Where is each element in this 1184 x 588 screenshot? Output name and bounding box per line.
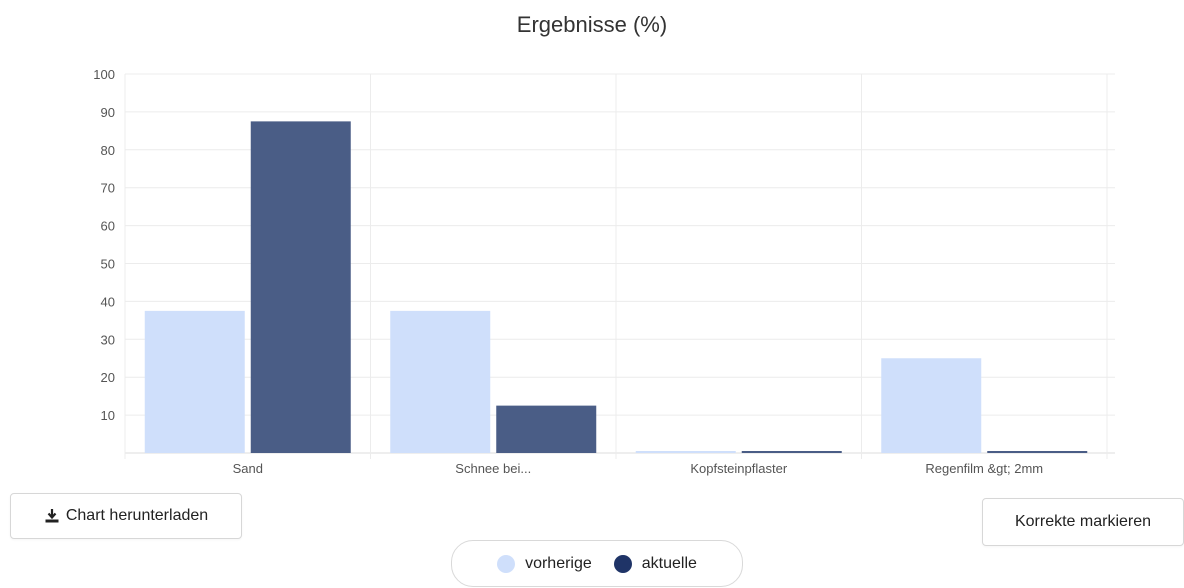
bar-current-3[interactable] bbox=[987, 451, 1088, 453]
y-tick-label: 80 bbox=[101, 143, 115, 158]
legend-label-current: aktuelle bbox=[641, 554, 697, 572]
mark-correct-button[interactable]: Korrekte markieren bbox=[982, 498, 1184, 546]
x-tick-label: Sand bbox=[233, 461, 263, 476]
chart-title: Ergebnisse (%) bbox=[516, 12, 668, 37]
bar-current-0[interactable] bbox=[250, 121, 351, 453]
download-icon bbox=[45, 509, 59, 523]
x-tick-label: Schnee bei... bbox=[455, 461, 531, 476]
bar-current-1[interactable] bbox=[496, 405, 597, 453]
legend-item-previous[interactable]: vorherige bbox=[497, 554, 592, 573]
bar-current-2[interactable] bbox=[741, 451, 842, 453]
mark-correct-label: Korrekte markieren bbox=[1014, 513, 1152, 530]
bar-previous-0[interactable] bbox=[144, 310, 245, 453]
y-tick-label: 40 bbox=[101, 294, 115, 309]
bar-chart: 10 20 30 40 50 60 70 80 90 100 Sand Schnee bei... Ko… bbox=[93, 67, 1115, 476]
download-chart-label: Chart herunterladen bbox=[65, 507, 209, 524]
bars bbox=[144, 121, 1088, 453]
bar-previous-1[interactable] bbox=[390, 310, 491, 453]
legend-swatch-current bbox=[613, 554, 632, 573]
chart-legend: vorherige aktuelle bbox=[451, 540, 743, 587]
y-tick-label: 50 bbox=[101, 257, 115, 272]
axis-labels: 10 20 30 40 50 60 70 80 90 100 Sand Schnee bei... Ko… bbox=[93, 67, 1043, 476]
legend-swatch-previous bbox=[497, 554, 516, 573]
y-tick-label: 10 bbox=[101, 408, 115, 423]
y-tick-label: 30 bbox=[101, 332, 115, 347]
legend-label-previous: vorherige bbox=[525, 554, 592, 572]
bar-previous-2[interactable] bbox=[635, 451, 736, 453]
x-tick-label: Kopfsteinpflaster bbox=[690, 461, 788, 476]
y-tick-label: 100 bbox=[93, 67, 115, 82]
y-tick-label: 60 bbox=[101, 219, 115, 234]
bar-previous-3[interactable] bbox=[881, 358, 982, 453]
y-tick-label: 20 bbox=[101, 370, 115, 385]
legend-item-current[interactable]: aktuelle bbox=[613, 554, 697, 573]
y-tick-label: 70 bbox=[101, 181, 115, 196]
x-tick-label: Regenfilm &gt; 2mm bbox=[925, 461, 1043, 476]
download-chart-button[interactable]: Chart herunterladen bbox=[10, 493, 242, 539]
y-tick-label: 90 bbox=[101, 105, 115, 120]
